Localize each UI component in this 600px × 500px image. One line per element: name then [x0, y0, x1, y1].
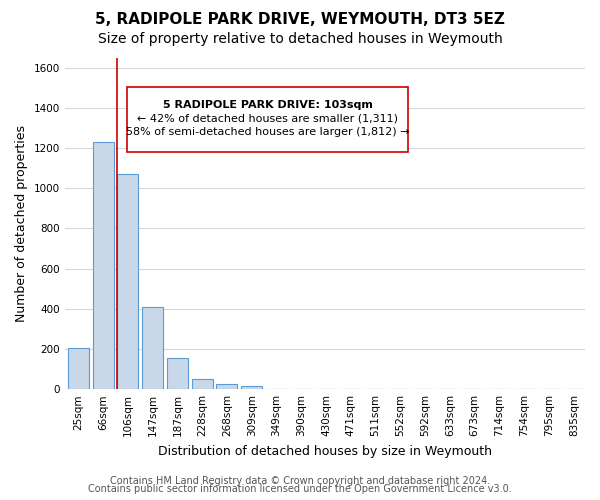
Text: Size of property relative to detached houses in Weymouth: Size of property relative to detached ho…: [98, 32, 502, 46]
Text: Contains public sector information licensed under the Open Government Licence v3: Contains public sector information licen…: [88, 484, 512, 494]
Bar: [191, 378, 213, 389]
Text: 5, RADIPOLE PARK DRIVE, WEYMOUTH, DT3 5EZ: 5, RADIPOLE PARK DRIVE, WEYMOUTH, DT3 5E…: [95, 12, 505, 28]
Bar: [118, 174, 139, 389]
Bar: [241, 386, 262, 389]
Text: ← 42% of detached houses are smaller (1,311): ← 42% of detached houses are smaller (1,…: [137, 113, 398, 123]
Bar: [92, 142, 113, 389]
Bar: [167, 358, 188, 389]
Text: 5 RADIPOLE PARK DRIVE: 103sqm: 5 RADIPOLE PARK DRIVE: 103sqm: [163, 100, 373, 110]
Bar: [68, 348, 89, 389]
X-axis label: Distribution of detached houses by size in Weymouth: Distribution of detached houses by size …: [158, 444, 492, 458]
Y-axis label: Number of detached properties: Number of detached properties: [15, 125, 28, 322]
Bar: [142, 307, 163, 389]
Text: 58% of semi-detached houses are larger (1,812) →: 58% of semi-detached houses are larger (…: [126, 127, 409, 137]
Bar: [217, 384, 238, 389]
Text: Contains HM Land Registry data © Crown copyright and database right 2024.: Contains HM Land Registry data © Crown c…: [110, 476, 490, 486]
